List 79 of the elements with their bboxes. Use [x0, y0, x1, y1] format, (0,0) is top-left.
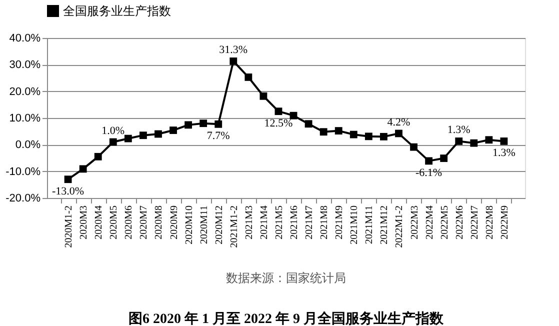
point [260, 92, 268, 100]
data-label: 1.3% [447, 124, 470, 136]
point [94, 152, 102, 160]
x-tick-label: 2021M12 [379, 206, 390, 244]
y-tick-label: 20.0% [9, 86, 41, 98]
point [109, 138, 117, 146]
y-tick-label: 0.0% [15, 139, 41, 152]
point [79, 165, 87, 173]
point [124, 134, 132, 142]
x-tick-label: 2022M5 [439, 206, 450, 240]
x-tick-label: 2022M3 [409, 206, 420, 240]
data-label: 1.3% [492, 147, 516, 160]
point [200, 120, 208, 128]
x-tick-label: 2020M7 [138, 206, 150, 240]
data-label: 31.3% [219, 44, 248, 56]
x-tick-label: 2020M8 [154, 206, 165, 240]
x-tick-label: 2020M3 [78, 206, 90, 240]
x-tick-label: 2020M4 [94, 206, 105, 240]
point [290, 112, 298, 120]
point [320, 128, 328, 136]
data-label: -13.0% [52, 185, 84, 198]
point [470, 139, 478, 147]
point [184, 121, 192, 129]
point [350, 130, 358, 138]
point [485, 136, 493, 144]
x-tick-label: 2020M10 [184, 206, 195, 244]
x-tick-label: 2022M1-2 [394, 206, 406, 248]
point [230, 57, 238, 65]
point [154, 130, 162, 138]
x-tick-label: 2020M9 [168, 206, 180, 240]
x-tick-label: 2020M12 [214, 206, 225, 244]
y-tick-label: 10.0% [9, 112, 41, 124]
point [410, 143, 418, 151]
x-tick-label: 2021M5 [274, 206, 285, 240]
point [425, 157, 433, 165]
point [380, 132, 388, 140]
x-tick-label: 2021M11 [364, 206, 376, 244]
x-tick-label: 2022M9 [499, 206, 510, 240]
point [170, 126, 177, 134]
point [244, 73, 252, 81]
point [304, 120, 312, 128]
x-tick-label: 2021M3 [244, 206, 255, 240]
x-tick-label: 2021M8 [319, 206, 330, 240]
x-tick-label: 2022M6 [454, 206, 466, 240]
legend-label: 全国服务业生产指数 [63, 4, 171, 18]
x-tick-label: 2021M6 [289, 206, 300, 240]
x-tick-label: 2021M9 [334, 206, 346, 240]
point [395, 130, 402, 138]
y-tick-label: 40.0% [9, 32, 41, 44]
data-label: 1.0% [102, 125, 125, 137]
data-label: 7.7% [206, 130, 230, 142]
x-tick-label: 2021M4 [258, 206, 270, 240]
y-tick-label: 30.0% [9, 59, 41, 72]
x-tick-label: 2021M10 [349, 206, 360, 244]
x-tick-label: 2022M8 [484, 206, 496, 240]
x-tick-label: 2020M6 [124, 206, 135, 240]
x-tick-label: 2021M1-2 [228, 206, 240, 248]
data-label: -6.1% [416, 166, 442, 179]
point [214, 120, 222, 128]
source-note: 数据来源：国家统计局 [226, 271, 346, 285]
point [455, 137, 463, 145]
y-tick-label: -20.0% [6, 192, 41, 204]
point [64, 176, 72, 184]
y-tick-label: -10.0% [6, 166, 41, 178]
x-tick-label: 2020M5 [108, 206, 120, 240]
point [440, 154, 448, 162]
point [139, 132, 147, 140]
point [274, 108, 282, 116]
point [500, 137, 508, 145]
text: 图6 2020 年 1 月至 2022 年 9 月全国服务业生产指数 [128, 310, 444, 326]
data-label: 4.2% [387, 116, 410, 128]
point [334, 127, 342, 135]
x-tick-label: 2022M4 [424, 206, 436, 240]
point [364, 132, 372, 140]
x-tick-label: 2020M11 [198, 206, 210, 244]
x-tick-label: 2022M7 [469, 206, 480, 240]
x-tick-label: 2020M1-2 [64, 206, 75, 248]
x-tick-label: 2021M7 [304, 206, 316, 240]
data-label: 12.5% [264, 117, 293, 130]
